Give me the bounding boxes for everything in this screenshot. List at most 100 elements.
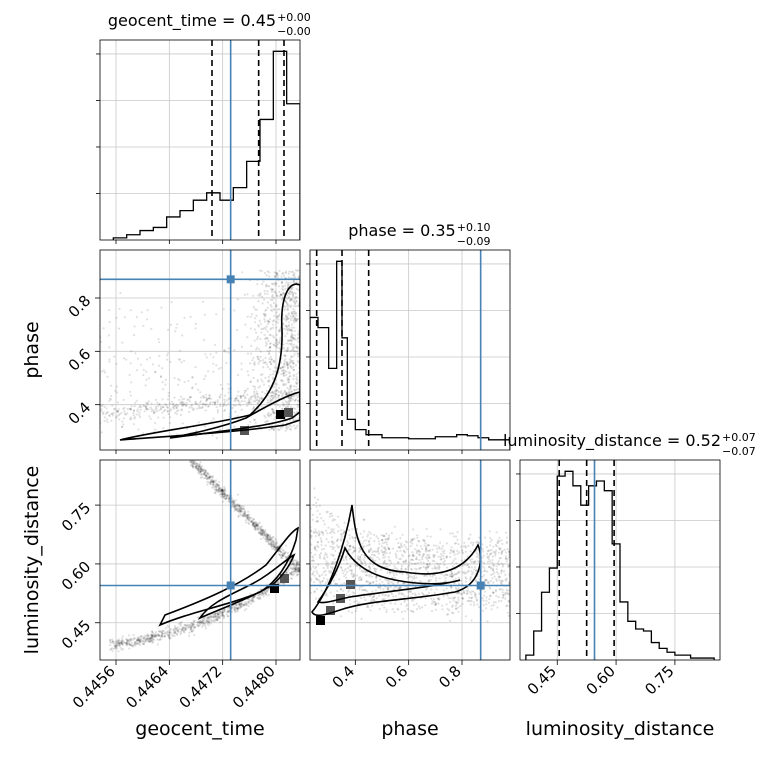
- density-contour: [197, 553, 296, 620]
- sample-point: [222, 404, 225, 408]
- sample-point: [490, 549, 493, 552]
- sample-point: [292, 374, 295, 377]
- sample-point: [152, 633, 155, 636]
- sample-point: [331, 514, 334, 518]
- sample-point: [204, 353, 207, 356]
- sample-point: [426, 564, 429, 567]
- sample-point: [355, 574, 359, 577]
- sample-point: [476, 540, 479, 544]
- sample-point: [161, 636, 164, 639]
- sample-point: [183, 397, 186, 400]
- sample-point: [390, 571, 393, 574]
- sample-point: [343, 569, 346, 572]
- y-tick-label: 0.4: [65, 398, 95, 428]
- sample-point: [115, 644, 118, 647]
- sample-point: [205, 393, 208, 396]
- sample-point: [400, 564, 404, 568]
- sample-point: [267, 384, 270, 387]
- sample-point: [354, 536, 357, 540]
- sample-point: [482, 554, 485, 557]
- sample-point: [497, 600, 500, 603]
- sample-point: [369, 562, 372, 565]
- sample-point: [475, 569, 478, 572]
- sample-point: [291, 574, 295, 577]
- sample-point: [223, 610, 226, 613]
- sample-point: [147, 635, 150, 638]
- sample-point: [164, 402, 167, 406]
- sample-point: [270, 544, 273, 547]
- sample-point: [238, 604, 241, 607]
- sample-point: [161, 406, 164, 409]
- sample-point: [273, 546, 276, 549]
- sample-point: [397, 592, 400, 596]
- sample-point: [232, 501, 235, 505]
- sample-point: [270, 290, 274, 293]
- sample-point: [270, 541, 273, 544]
- sample-point: [148, 415, 151, 418]
- sample-point: [147, 634, 150, 637]
- sample-point: [440, 553, 443, 556]
- sample-point: [383, 602, 386, 605]
- sample-point: [273, 282, 276, 285]
- sample-point: [114, 640, 117, 643]
- sample-point: [221, 614, 225, 617]
- sample-point: [302, 342, 304, 344]
- sample-point: [282, 285, 285, 288]
- sample-point: [387, 579, 390, 582]
- sample-point: [261, 533, 264, 536]
- sample-point: [282, 552, 285, 555]
- sample-point: [487, 601, 490, 604]
- sample-point: [205, 398, 208, 402]
- sample-point: [258, 596, 261, 600]
- sample-point: [427, 553, 431, 556]
- sample-point: [218, 490, 221, 493]
- sample-point: [295, 314, 298, 317]
- sample-point: [163, 635, 166, 638]
- sample-point: [215, 313, 218, 316]
- sample-point: [168, 636, 171, 639]
- sample-point: [253, 387, 256, 391]
- sample-point: [273, 344, 276, 347]
- sample-point: [295, 388, 298, 391]
- sample-point: [286, 318, 289, 321]
- sample-point: [408, 564, 411, 567]
- sample-point: [295, 318, 298, 321]
- sample-point: [160, 631, 164, 634]
- sample-point: [256, 527, 259, 530]
- sample-point: [294, 567, 297, 571]
- sample-point: [211, 479, 214, 483]
- sample-point: [144, 384, 147, 387]
- sample-point: [295, 300, 298, 303]
- sample-point: [259, 385, 262, 388]
- sample-point: [408, 590, 411, 593]
- sample-point: [455, 607, 458, 610]
- sample-point: [322, 566, 325, 570]
- sample-point: [315, 501, 318, 504]
- sample-point: [136, 638, 139, 642]
- sample-point: [409, 590, 412, 593]
- sample-point: [278, 347, 281, 350]
- sample-point: [459, 592, 462, 595]
- density-cell: [316, 616, 325, 625]
- sample-point: [274, 291, 277, 294]
- sample-point: [332, 541, 335, 544]
- title-plus: +0.10: [457, 221, 491, 234]
- sample-point: [250, 600, 253, 603]
- sample-point: [207, 616, 210, 619]
- sample-point: [266, 399, 270, 402]
- sample-point: [326, 578, 329, 581]
- sample-point: [288, 361, 291, 364]
- sample-point: [178, 627, 181, 631]
- sample-point: [266, 330, 269, 333]
- sample-point: [286, 366, 289, 369]
- sample-point: [223, 409, 226, 413]
- sample-point: [182, 626, 185, 629]
- sample-point: [239, 513, 242, 516]
- sample-point: [351, 545, 354, 548]
- sample-point: [290, 356, 293, 359]
- sample-point: [338, 578, 341, 581]
- sample-point: [240, 605, 243, 608]
- sample-point: [254, 527, 257, 531]
- sample-point: [181, 628, 184, 632]
- sample-point: [460, 545, 463, 548]
